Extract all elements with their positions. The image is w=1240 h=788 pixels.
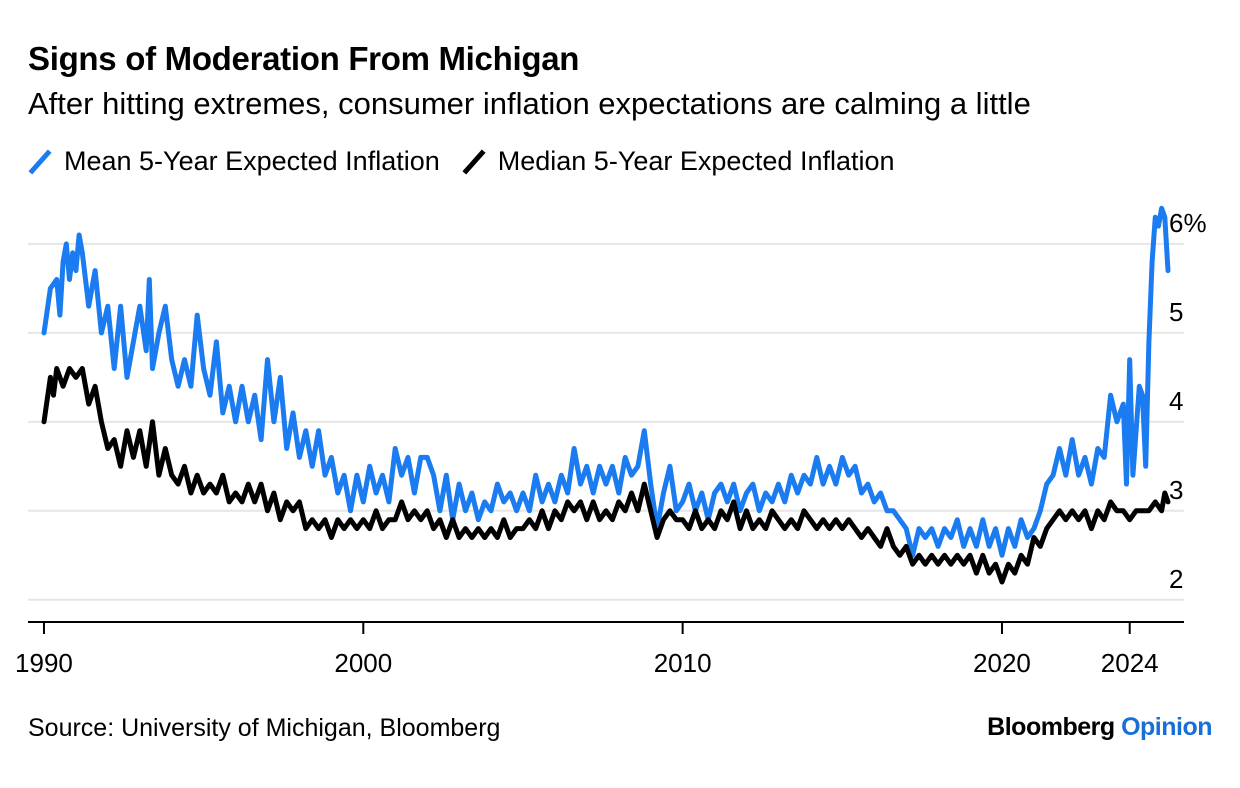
brand-logo: Bloomberg Opinion bbox=[987, 713, 1212, 742]
chart-subtitle: After hitting extremes, consumer inflati… bbox=[28, 86, 1031, 121]
legend-item-mean: Mean 5-Year Expected Inflation bbox=[28, 146, 440, 177]
y-tick-label-3: 3 bbox=[1169, 475, 1183, 505]
series-line-median bbox=[41, 366, 1171, 585]
series-line-mean bbox=[41, 205, 1171, 558]
x-tick-label-2000: 2000 bbox=[334, 648, 392, 678]
legend-swatch-median-icon bbox=[462, 148, 486, 175]
y-tick-label-5: 5 bbox=[1169, 297, 1183, 327]
x-tick-label-1990: 1990 bbox=[15, 648, 73, 678]
x-tick-label-2024: 2024 bbox=[1101, 648, 1159, 678]
brand-name: Bloomberg bbox=[987, 713, 1115, 741]
source-note: Source: University of Michigan, Bloomber… bbox=[28, 714, 501, 742]
brand-section: Opinion bbox=[1121, 713, 1212, 741]
legend-item-median: Median 5-Year Expected Inflation bbox=[462, 146, 895, 177]
legend: Mean 5-Year Expected Inflation Median 5-… bbox=[28, 146, 917, 177]
x-tick-label-2010: 2010 bbox=[654, 648, 712, 678]
legend-label-median: Median 5-Year Expected Inflation bbox=[497, 146, 895, 176]
x-tick-label-2020: 2020 bbox=[973, 648, 1031, 678]
y-tick-label-6: 6% bbox=[1169, 208, 1207, 238]
legend-swatch-mean-icon bbox=[28, 148, 52, 175]
y-tick-label-2: 2 bbox=[1169, 564, 1183, 594]
y-tick-label-4: 4 bbox=[1169, 386, 1183, 416]
chart-title: Signs of Moderation From Michigan bbox=[28, 40, 580, 77]
legend-label-mean: Mean 5-Year Expected Inflation bbox=[64, 146, 440, 176]
